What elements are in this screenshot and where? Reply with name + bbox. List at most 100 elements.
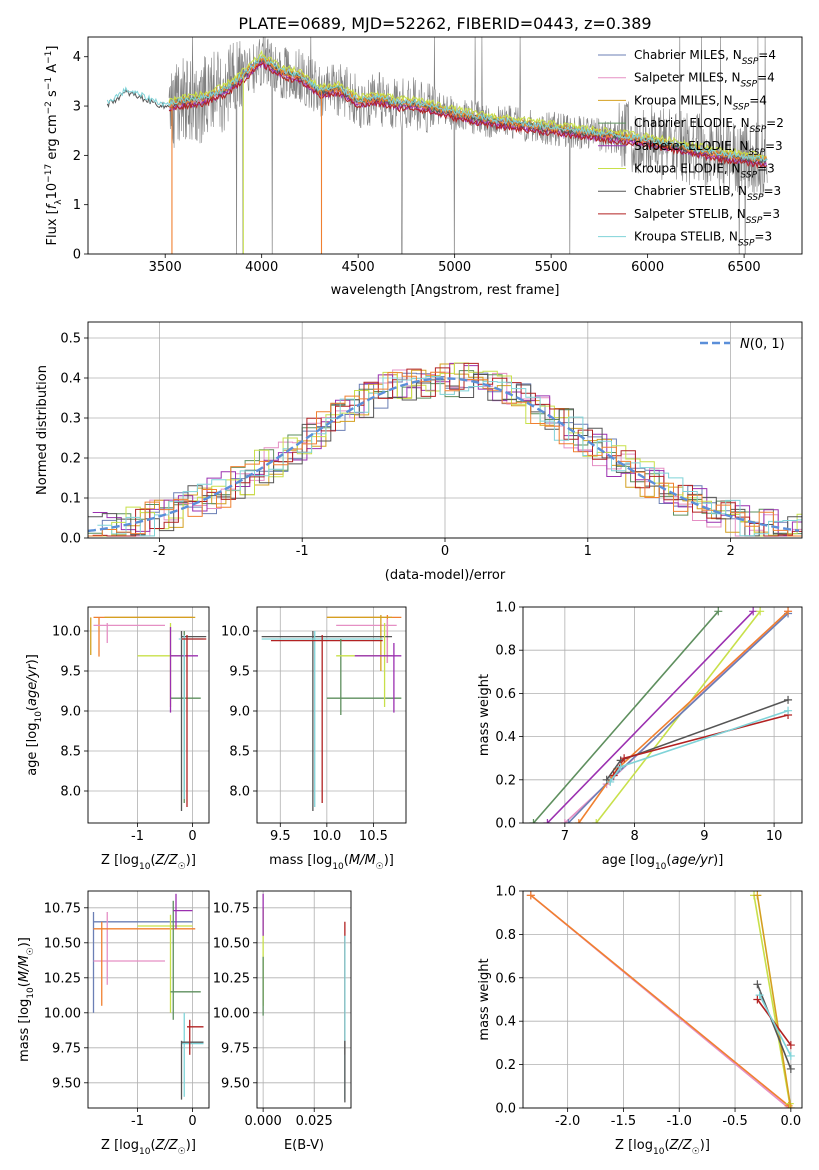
- weight-marker: [786, 1104, 795, 1108]
- axes-frame: [256, 890, 352, 1109]
- x-axis-label: E(B-V): [284, 1138, 324, 1153]
- y-tick-label: 10.00: [213, 1006, 250, 1021]
- plot-area: [92, 893, 204, 1100]
- axes-frame: [87, 890, 210, 1109]
- normal-curve: [88, 377, 800, 533]
- x-axis-label: mass [log10(M/M☉)]: [269, 853, 394, 872]
- axes-frame: [522, 890, 803, 1109]
- figure-title: PLATE=0689, MJD=52262, FIBERID=0443, z=0…: [238, 14, 651, 33]
- legend-label: Kroupa STELIB, NSSP=3: [634, 230, 772, 249]
- histogram-sa_stelib: [92, 362, 802, 537]
- y-tick-label: 8.0: [229, 785, 250, 800]
- y-axis-label: mass [log10(M/M☉)]: [17, 937, 36, 1062]
- axes-frame: [87, 36, 803, 255]
- axes-frame: [256, 606, 407, 824]
- weight-marker: [592, 819, 601, 823]
- x-tick-label: 9.5: [270, 829, 291, 844]
- weight-line-ch_elodie: [532, 610, 719, 823]
- y-tick-label: 1: [73, 198, 81, 213]
- plot-area: [526, 891, 795, 1108]
- x-tick-label: 10: [766, 829, 783, 844]
- weight-marker: [786, 1064, 795, 1073]
- legend-label: Salpeter MILES, NSSP=4: [634, 71, 775, 90]
- y-tick-label: 9.50: [221, 1076, 250, 1091]
- plot-area: [261, 615, 402, 811]
- weight-marker: [529, 819, 538, 823]
- x-tick-label: 6500: [728, 260, 761, 275]
- y-tick-label: 0.4: [495, 1015, 516, 1030]
- y-tick-label: 10.75: [44, 901, 81, 916]
- x-tick-label: 6000: [631, 260, 664, 275]
- plot-area: [106, 37, 768, 254]
- x-tick-label: 8: [630, 829, 638, 844]
- plot-area: [90, 616, 207, 811]
- weight-marker: [753, 980, 762, 989]
- weight-marker: [753, 891, 762, 900]
- y-tick-label: 0.4: [495, 730, 516, 745]
- weight-marker: [560, 819, 569, 823]
- weight-marker: [784, 607, 793, 616]
- y-tick-label: 10.50: [213, 936, 250, 951]
- x-tick-label: 7: [561, 829, 569, 844]
- weight-marker: [784, 695, 793, 704]
- y-tick-label: 0.5: [60, 332, 81, 347]
- y-tick-label: 8.5: [60, 745, 81, 760]
- x-axis-label: Z [log10(Z/Z☉)]: [615, 1138, 710, 1157]
- y-tick-label: 0: [73, 248, 81, 263]
- axes-frame: [87, 606, 210, 824]
- y-tick-label: 9.5: [60, 665, 81, 680]
- histogram-kr_stelib: [97, 376, 802, 537]
- y-axis-label: Flux [fλ10−17 erg cm−2 s−1 A−1]: [44, 46, 64, 246]
- weight-marker: [620, 754, 629, 763]
- weight-marker: [574, 819, 583, 823]
- legend-label: Chabrier STELIB, NSSP=3: [634, 184, 781, 203]
- x-tick-label: 0.000: [245, 1114, 282, 1129]
- weight-marker: [756, 607, 765, 616]
- weight-line-ch_stelib: [756, 984, 792, 1070]
- weight-marker: [616, 762, 625, 771]
- x-tick-label: 4500: [342, 260, 375, 275]
- x-tick-label: 0: [188, 1114, 196, 1129]
- y-tick-label: 0.4: [60, 372, 81, 387]
- x-tick-label: 0.0: [780, 1114, 801, 1129]
- x-tick-label: 5000: [438, 260, 471, 275]
- x-tick-label: 0: [441, 544, 449, 559]
- y-tick-label: 9.50: [52, 1076, 81, 1091]
- plot-area: [262, 893, 346, 1103]
- y-tick-label: 10.0: [221, 625, 250, 640]
- y-tick-label: 0.6: [495, 687, 516, 702]
- y-tick-label: 8.0: [60, 785, 81, 800]
- y-tick-label: 0.6: [495, 971, 516, 986]
- y-tick-label: 0.2: [495, 1058, 516, 1073]
- x-tick-label: -1: [131, 829, 144, 844]
- weight-marker: [714, 607, 723, 616]
- weight-marker: [753, 995, 762, 1004]
- y-tick-label: 0.3: [60, 412, 81, 427]
- histogram-model_main: [88, 371, 802, 537]
- x-tick-label: 5500: [535, 260, 568, 275]
- x-tick-label: 0: [188, 829, 196, 844]
- y-tick-label: 9.75: [221, 1041, 250, 1056]
- x-tick-label: 3500: [149, 260, 182, 275]
- x-tick-label: -2.0: [555, 1114, 580, 1129]
- weight-line-model_main: [530, 894, 790, 1107]
- y-tick-label: 0.8: [495, 644, 516, 659]
- y-tick-label: 0.2: [495, 773, 516, 788]
- chart-layer: 3500 4000 4500 5000 5500 6000 6500 0 1 2 3 4 Chabrie…: [17, 36, 803, 1157]
- plot-area: [529, 607, 793, 823]
- weight-line-kr_stelib: [758, 994, 792, 1057]
- y-tick-label: 10.25: [44, 971, 81, 986]
- axes-frame: [522, 606, 803, 824]
- y-tick-label: 0.2: [60, 452, 81, 467]
- y-tick-label: 0.0: [60, 532, 81, 547]
- x-tick-label: -1.0: [667, 1114, 692, 1129]
- legend-label: Salpeter ELODIE, NSSP=3: [634, 139, 783, 158]
- legend-label: Chabrier ELODIE, NSSP=2: [634, 116, 784, 135]
- weight-marker: [564, 819, 573, 823]
- legend-label: Salpeter STELIB, NSSP=3: [634, 207, 780, 226]
- y-tick-label: 4: [73, 50, 81, 65]
- y-tick-label: 10.50: [44, 936, 81, 951]
- weight-line-ch_stelib: [606, 699, 789, 781]
- y-tick-label: 0.1: [60, 492, 81, 507]
